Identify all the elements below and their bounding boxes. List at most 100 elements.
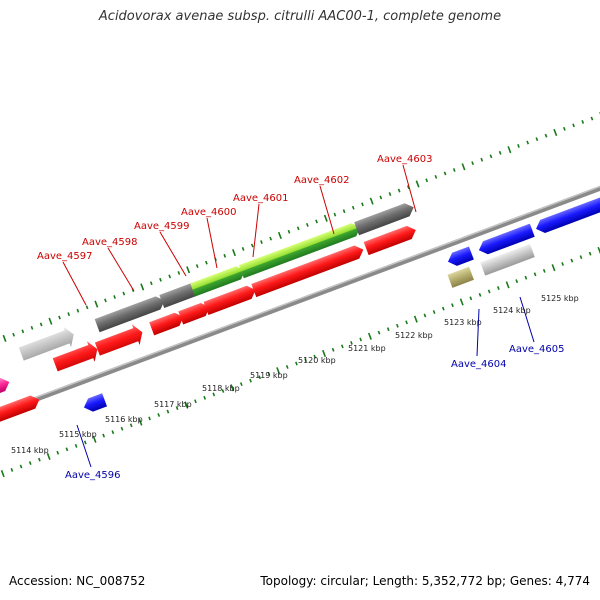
scale-label-5117: 5117 kbp	[154, 400, 192, 409]
upper-track-minor-tick	[260, 240, 263, 244]
scale-label-5122: 5122 kbp	[395, 331, 433, 340]
scale-label-5119: 5119 kbp	[250, 371, 288, 380]
lower-track-minor-tick	[83, 440, 87, 445]
upper-track-minor-tick	[205, 260, 208, 265]
label-aave-4599[interactable]: Aave_4599	[134, 221, 190, 232]
lower-track-major-tick	[367, 332, 372, 340]
upper-track-minor-tick	[104, 298, 107, 303]
label-aave-4601[interactable]: Aave_4601	[233, 193, 289, 204]
gene-aave-4597[interactable]	[17, 324, 77, 364]
lower-track-minor-tick	[478, 292, 482, 297]
lower-track-minor-tick	[579, 255, 583, 260]
label-aave-4596[interactable]: Aave_4596	[65, 470, 121, 481]
lower-track-minor-tick	[469, 296, 473, 301]
lower-track-major-tick	[459, 298, 464, 306]
upper-track-minor-tick	[590, 116, 594, 121]
lower-track-minor-tick	[203, 395, 206, 400]
label-aave-4597[interactable]: Aave_4597	[37, 251, 93, 262]
map-title: Acidovorax avenae subsp. citrulli AAC00-…	[98, 9, 502, 24]
gene-aave-4599[interactable]	[159, 280, 203, 309]
upper-track-minor-tick	[76, 308, 80, 313]
gene-aave-4603[interactable]	[354, 201, 416, 236]
callout-aave-4604	[476, 308, 480, 357]
lower-track-minor-tick	[258, 375, 262, 380]
upper-track-minor-tick	[379, 195, 383, 200]
lower-track-minor-tick	[102, 433, 106, 438]
upper-track-minor-tick	[572, 123, 575, 128]
lower-track-minor-tick	[56, 450, 60, 455]
lower-track-minor-tick	[524, 275, 528, 280]
upper-track-major-tick	[48, 317, 53, 325]
lower-track-minor-tick	[10, 468, 14, 472]
upper-track-major-tick	[94, 300, 99, 308]
label-aave-4603[interactable]: Aave_4603	[377, 154, 433, 165]
lower-track-minor-tick	[313, 354, 317, 359]
gene-aave-4604[interactable]	[446, 246, 474, 268]
upper-track-minor-tick	[333, 212, 337, 217]
upper-track-minor-tick	[342, 209, 346, 214]
gene-aave-4605[interactable]	[476, 223, 535, 257]
scale-labels: 5114 kbp 5115 kbp 5116 kbp 5117 kbp 5118…	[11, 294, 579, 455]
lower-track-minor-tick	[561, 262, 564, 266]
gene-red-reverse[interactable]	[0, 393, 42, 424]
gene-aave-4601-inner[interactable]	[178, 300, 212, 325]
lower-track-minor-tick	[304, 358, 307, 363]
label-aave-4604[interactable]: Aave_4604	[451, 359, 507, 370]
upper-track-minor-tick	[30, 325, 34, 330]
gene-aave-4597-inner[interactable]	[51, 339, 101, 375]
label-aave-4598[interactable]: Aave_4598	[82, 237, 138, 248]
upper-track-minor-tick	[498, 150, 502, 155]
label-aave-4600[interactable]: Aave_4600	[181, 207, 237, 218]
label-aave-4602[interactable]: Aave_4602	[294, 175, 350, 186]
gene-aave-4600-inner[interactable]	[149, 310, 186, 336]
upper-track-major-tick	[553, 128, 558, 137]
lower-track-minor-tick	[377, 330, 381, 335]
gene-aave-4601[interactable]	[190, 264, 247, 297]
upper-track-minor-tick	[21, 329, 25, 334]
lower-track-minor-tick	[249, 378, 252, 383]
gene-aave-4604-inner[interactable]	[363, 223, 419, 256]
lower-track-minor-tick	[285, 365, 289, 369]
scale-label-5120: 5120 kbp	[298, 356, 336, 365]
lower-track-minor-tick	[239, 382, 243, 387]
upper-track-minor-tick	[397, 188, 401, 193]
callout-aave-4605	[519, 296, 535, 343]
lower-track-minor-tick	[129, 423, 133, 428]
upper-track-minor-tick	[177, 271, 181, 275]
lower-track-major-tick	[505, 281, 510, 289]
upper-tick-track	[2, 111, 600, 342]
gene-aave-4602[interactable]	[238, 221, 363, 279]
upper-track-minor-tick	[544, 133, 548, 138]
upper-track-minor-tick	[480, 157, 484, 162]
upper-track-major-tick	[415, 180, 420, 188]
upper-track-minor-tick	[250, 243, 254, 248]
gene-aave-4596[interactable]	[82, 393, 108, 414]
gene-aave-4602-inner[interactable]	[203, 283, 259, 316]
gene-aave-4605-gray[interactable]	[480, 243, 535, 276]
gene-khaki[interactable]	[447, 266, 474, 288]
scale-label-5125: 5125 kbp	[541, 294, 579, 303]
gene-aave-4599-inner[interactable]	[94, 322, 147, 359]
upper-track-minor-tick	[223, 253, 227, 258]
lower-track-minor-tick	[451, 303, 454, 308]
upper-track-minor-tick	[452, 168, 456, 172]
upper-track-minor-tick	[388, 192, 392, 196]
lower-track-minor-tick	[74, 443, 78, 448]
gene-blue-far-right[interactable]	[534, 192, 600, 236]
label-aave-4605[interactable]: Aave_4605	[509, 344, 565, 355]
lower-track-minor-tick	[570, 258, 574, 263]
upper-track-minor-tick	[581, 120, 585, 124]
upper-track-major-tick	[140, 283, 145, 291]
gene-aave-4603-inner[interactable]	[251, 243, 365, 298]
lower-track-minor-tick	[542, 268, 546, 273]
scale-label-5118: 5118 kbp	[202, 384, 240, 393]
lower-track-minor-tick	[515, 279, 519, 284]
lower-track-minor-tick	[441, 306, 445, 311]
lower-track-minor-tick	[405, 320, 408, 325]
reverse-gene-labels: Aave_4596 Aave_4604 Aave_4605	[65, 344, 565, 481]
upper-track-minor-tick	[241, 247, 245, 251]
lower-track-major-tick	[184, 401, 189, 409]
lower-track-minor-tick	[423, 313, 427, 318]
gene-aave-4598[interactable]	[94, 294, 167, 333]
